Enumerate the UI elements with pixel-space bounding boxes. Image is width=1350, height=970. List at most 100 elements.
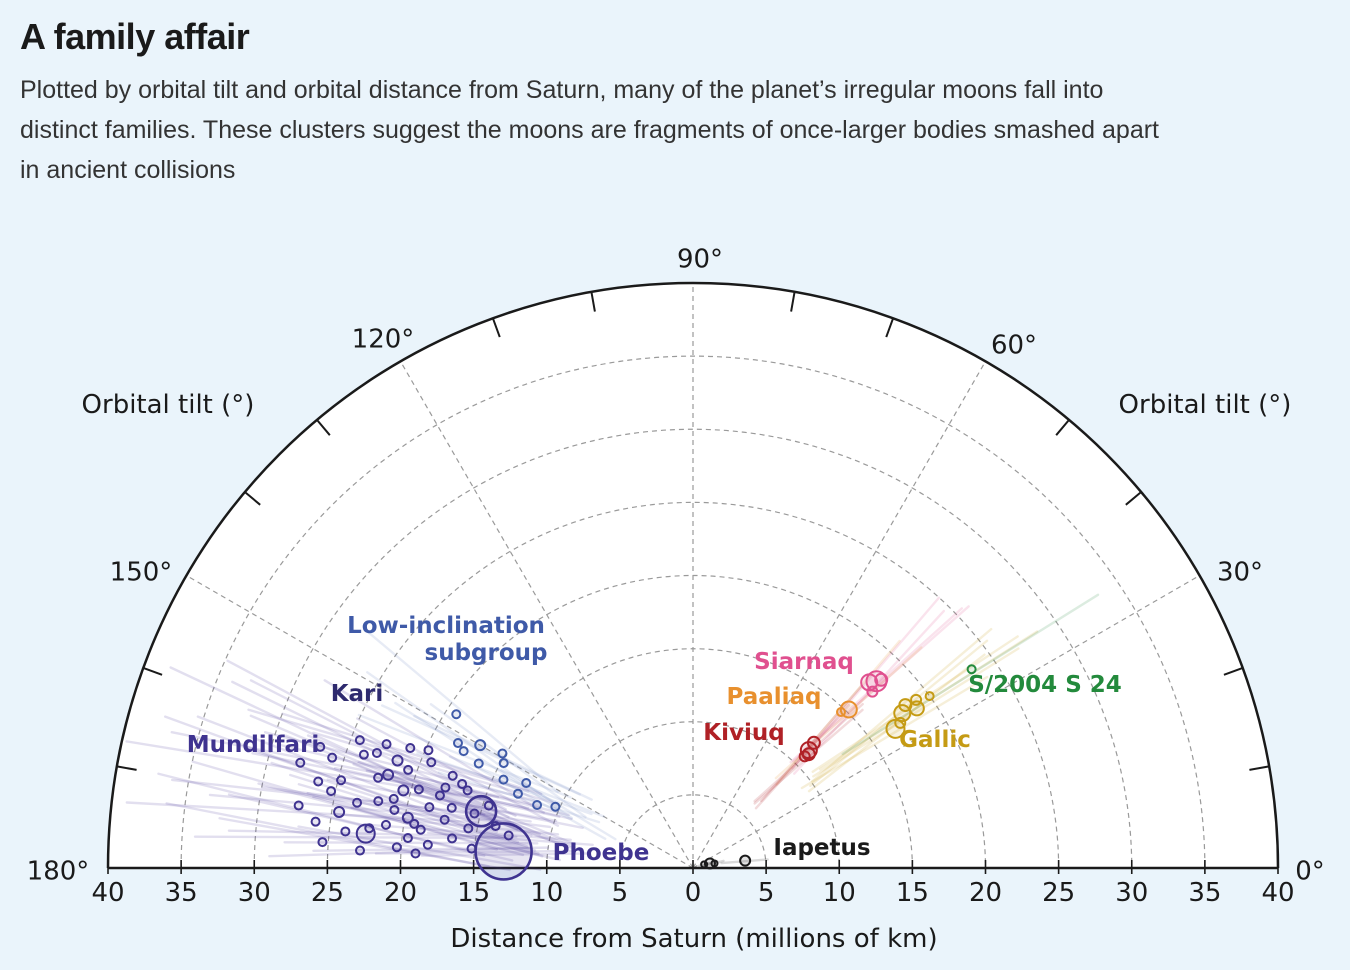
angle-minor-tick [116, 765, 137, 771]
moon-point [474, 822, 533, 881]
orbit-trail [125, 740, 482, 801]
family-label-s-2004-s-24: S/2004 S 24 [968, 672, 1122, 698]
orbit-trail [247, 708, 530, 793]
moon-point [806, 735, 821, 750]
moon-point [440, 782, 451, 793]
angle-tick-label: 0° [1295, 857, 1325, 887]
moon-point [473, 758, 484, 769]
distance-tick-label: 15 [457, 878, 490, 908]
orbit-trail [357, 713, 572, 799]
orbit-trail [165, 802, 490, 868]
distance-ring [253, 428, 1133, 869]
moon-point [409, 818, 420, 829]
orbit-trail [170, 731, 500, 799]
moon-point [483, 800, 494, 811]
moon-point [798, 750, 811, 763]
moon-point [405, 742, 416, 753]
chart-title: A family affair [20, 16, 250, 57]
moon-point [422, 839, 433, 850]
distance-tick-label: 0 [685, 878, 702, 908]
moon-point [327, 752, 338, 763]
moon-point [315, 741, 326, 752]
moon-point [424, 802, 435, 813]
moon-point [469, 808, 480, 819]
moon-point [403, 764, 414, 775]
moon-point [354, 735, 365, 746]
moon-point [457, 778, 468, 789]
moon-point [924, 691, 935, 702]
moon-point [355, 823, 376, 844]
distance-tick-label: 15 [896, 878, 929, 908]
orbit-trail [356, 717, 560, 827]
angle-minor-tick [1055, 419, 1070, 436]
moon-point [512, 788, 523, 799]
orbit-trail [196, 715, 498, 834]
distance-ring [326, 501, 1060, 869]
moon-point [474, 739, 487, 752]
moon-point [739, 854, 752, 867]
moon-point [333, 805, 346, 818]
moon-point [458, 746, 469, 757]
orbit-trail [333, 766, 561, 818]
moon-point [317, 837, 328, 848]
orbit-trail [169, 666, 486, 816]
angle-axis-title-right: Orbital tilt (°) [1119, 390, 1292, 420]
orbit-trail [326, 778, 558, 823]
orbit-trail [753, 708, 864, 805]
distance-tick-label: 35 [1188, 878, 1221, 908]
orbit-trail [394, 701, 573, 820]
orbit-trail [297, 825, 542, 871]
moon-point [835, 707, 846, 718]
angle-minor-tick [1125, 491, 1142, 506]
distance-tick-label: 20 [384, 878, 417, 908]
distance-tick-label: 30 [238, 878, 271, 908]
moon-point [401, 811, 414, 824]
orbit-trail [279, 743, 541, 808]
orbit-trail [171, 778, 498, 817]
orbit-trail [429, 703, 587, 819]
moon-point [413, 784, 424, 795]
moon-point [389, 804, 400, 815]
distance-tick-label: 30 [1115, 878, 1148, 908]
orbit-trail [841, 593, 1100, 756]
orbit-trail [208, 793, 512, 824]
family-label-phoebe: Phoebe [553, 840, 650, 866]
moon-point [894, 716, 907, 729]
family-label-siarnaq: Siarnaq [754, 649, 854, 675]
angle-tick-label: 30° [1217, 558, 1263, 588]
moon-point [451, 709, 462, 720]
angle-minor-tick [885, 317, 895, 338]
orbit-trail [193, 835, 505, 840]
moon-point [336, 775, 347, 786]
angle-minor-tick [244, 491, 261, 506]
orbit-trail [191, 760, 499, 851]
moon-points-layer [293, 664, 977, 881]
distance-tick-label: 40 [1261, 878, 1294, 908]
angle-spoke [399, 361, 694, 869]
orbit-trail [350, 806, 561, 862]
moon-point [410, 848, 421, 859]
orbit-trail [260, 786, 532, 823]
grid-layer [106, 281, 1280, 874]
moon-point [874, 672, 889, 687]
moon-point [310, 816, 321, 827]
distance-tick-label: 25 [311, 878, 344, 908]
moon-point [532, 799, 543, 810]
orbit-trail [251, 752, 530, 810]
chart-subtitle: Plotted by orbital tilt and orbital dist… [20, 76, 1159, 184]
moon-point [295, 757, 306, 768]
distance-axis-title: Distance from Saturn (millions of km) [450, 924, 937, 954]
moon-point [373, 772, 384, 783]
angle-tick-label: 90° [677, 245, 723, 275]
angle-minor-tick [316, 419, 331, 436]
moon-point [466, 843, 477, 854]
distance-tick-label: 5 [758, 878, 775, 908]
moon-point [326, 786, 337, 797]
orbit-trail [268, 846, 533, 858]
family-label-kari: Kari [331, 681, 384, 707]
angle-tick-label: 120° [352, 325, 415, 355]
angle-minor-tick [790, 291, 796, 312]
moon-point [402, 833, 413, 844]
family-label-low-inclination-subgroup: Low-inclination subgroup [347, 613, 547, 666]
family-label-low-inclination-subgroup-line: subgroup [425, 640, 548, 666]
